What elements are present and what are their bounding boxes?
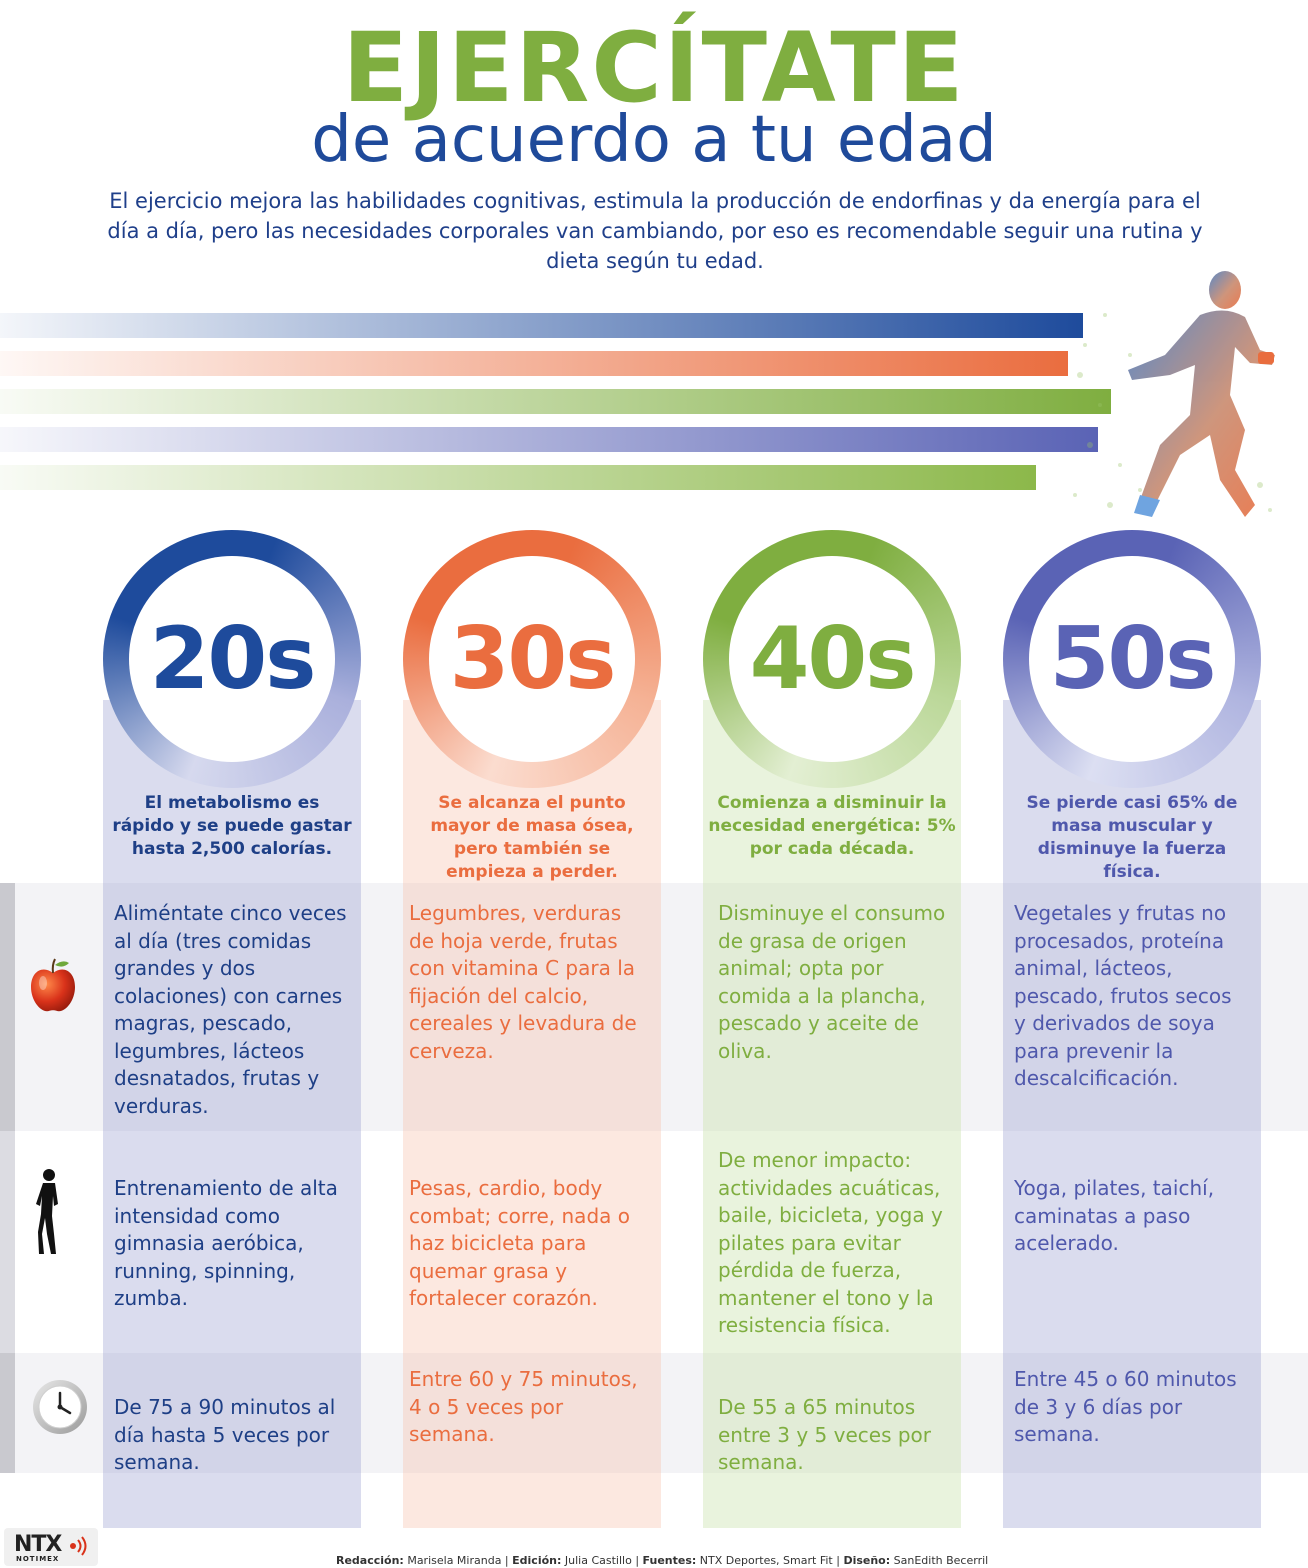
signal-icon [70, 1536, 87, 1556]
credit-value-sources: NTX Deportes, Smart Fit [699, 1554, 833, 1567]
stripe-blue [0, 313, 1083, 338]
time-side-tab [0, 1353, 15, 1473]
page-title: EJERCÍTATE [342, 12, 966, 124]
age-circle-20s: 20s [103, 530, 361, 788]
credit-value-design: SanEdith Becerril [893, 1554, 989, 1567]
nutrition-side-tab [0, 883, 15, 1131]
age-circle-40s: 40s [703, 530, 961, 788]
exercise-30s: Pesas, cardio, body combat; corre, nada … [409, 1176, 630, 1310]
headline-30s: Se alcanza el punto mayor de masa ósea, … [430, 793, 634, 882]
runner-illustration [1073, 271, 1275, 517]
credit-value-writing: Marisela Miranda [407, 1554, 502, 1567]
credit-label-editing: Edición: [512, 1554, 562, 1567]
stripe-orange [0, 351, 1068, 376]
nutrition-50s: Vegetales y frutas no procesados, proteí… [1014, 901, 1232, 1090]
nutrition-40s: Disminuye el consumo de grasa de origen … [718, 901, 946, 1063]
age-circle-50s: 50s [1003, 530, 1261, 788]
exercise-20s: Entrenamiento de alta intensidad como gi… [114, 1176, 338, 1310]
notimex-logo: NTX NOTIMEX [4, 1528, 98, 1566]
age-label-50s: 50s [1029, 556, 1235, 762]
stripe-lightgreen [0, 465, 1036, 490]
nutrition-20s: Aliméntate cinco veces al día (tres comi… [114, 901, 347, 1118]
column-50s-bg [1003, 700, 1261, 1528]
column-40s-bg [703, 700, 961, 1528]
age-label-30s: 30s [429, 556, 635, 762]
age-circle-30s: 30s [403, 530, 661, 788]
headline-20s: El metabolismo es rápido y se puede gast… [112, 793, 352, 859]
exercise-side-tab [0, 1131, 15, 1353]
nutrition-row-band [0, 883, 1308, 1131]
runner-silhouette-icon [36, 1169, 58, 1254]
exercise-row-band [0, 1131, 1308, 1353]
headline-40s: Comienza a disminuir la necesidad energé… [708, 793, 956, 859]
exercise-50s: Yoga, pilates, taichí, caminatas a paso … [1014, 1176, 1215, 1255]
time-40s: De 55 a 65 minutos entre 3 y 5 veces por… [718, 1395, 931, 1474]
stripe-purple [0, 427, 1098, 452]
exercise-40s: De menor impacto: actividades acuáticas,… [718, 1148, 943, 1337]
credit-value-editing: Julia Castillo [564, 1554, 632, 1567]
time-50s: Entre 45 o 60 minutos de 3 y 6 días por … [1014, 1367, 1237, 1446]
logo-sub-text: NOTIMEX [16, 1555, 60, 1563]
stripe-green [0, 389, 1111, 414]
page-subtitle: de acuerdo a tu edad [311, 103, 997, 177]
time-20s: De 75 a 90 minutos al día hasta 5 veces … [114, 1395, 336, 1474]
column-20s-bg [103, 700, 361, 1528]
credits-line: Redacción: Marisela Miranda | Edición: J… [336, 1554, 989, 1567]
clock-icon [33, 1380, 87, 1434]
intro-paragraph: El ejercicio mejora las habilidades cogn… [107, 189, 1203, 273]
age-label-20s: 20s [129, 556, 335, 762]
column-30s-bg [403, 700, 661, 1528]
logo-main-text: NTX [14, 1532, 62, 1557]
time-row-band [0, 1353, 1308, 1473]
apple-icon [31, 958, 75, 1012]
credit-label-sources: Fuentes: [642, 1554, 697, 1567]
credit-label-writing: Redacción: [336, 1554, 404, 1567]
nutrition-30s: Legumbres, verduras de hoja verde, fruta… [409, 901, 637, 1063]
time-30s: Entre 60 y 75 minutos, 4 o 5 veces por s… [409, 1367, 638, 1446]
credit-label-design: Diseño: [843, 1554, 891, 1567]
age-label-40s: 40s [729, 556, 935, 762]
headline-50s: Se pierde casi 65% de masa muscular y di… [1026, 793, 1238, 882]
